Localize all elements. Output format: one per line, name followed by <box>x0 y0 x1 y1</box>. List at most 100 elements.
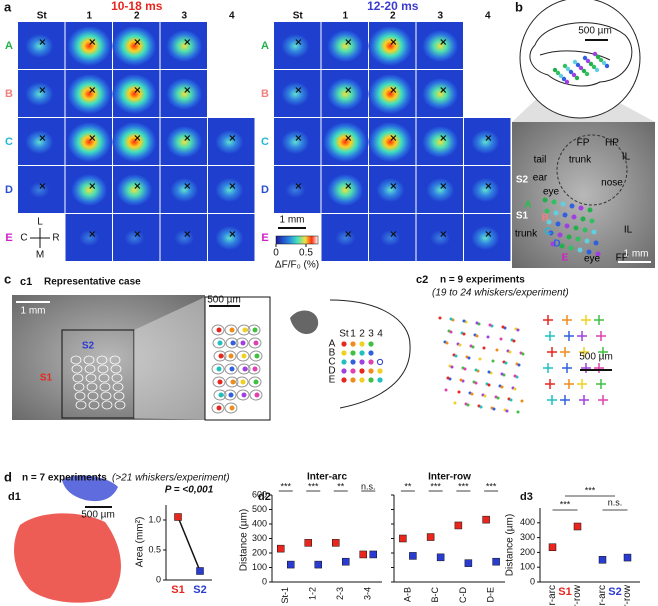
barrel-center <box>230 379 236 385</box>
barrel-dot <box>586 249 592 255</box>
barrel-outline <box>96 355 108 365</box>
projection-dot <box>449 330 453 334</box>
brain-outline <box>529 22 633 87</box>
response-spot <box>174 230 195 246</box>
projection-dot <box>496 396 500 400</box>
y-tick-label: 0 <box>156 574 161 584</box>
whisker-dot <box>350 359 356 365</box>
legend-label: S2 <box>608 586 621 598</box>
x-tick-label: St-1 <box>280 587 290 604</box>
colorbar-tick-label: 0.5 <box>299 248 313 259</box>
barrel-outline <box>97 364 109 374</box>
projection-dot <box>457 390 461 394</box>
response-spot <box>281 82 310 106</box>
panel-label: c <box>4 271 11 286</box>
area-label: S2 <box>516 175 529 186</box>
x-tick-label: Inter-row <box>572 584 583 606</box>
response-spot <box>471 178 500 202</box>
projection-dot <box>453 401 457 405</box>
whisker-dot <box>359 359 365 365</box>
y-tick-label: 400 <box>520 517 535 527</box>
projection-dot <box>520 399 524 403</box>
projection-dot <box>505 409 509 413</box>
response-spot <box>29 182 50 198</box>
row-label: C <box>261 136 269 148</box>
projection-dot <box>459 378 463 382</box>
y-tick-label: 400 <box>252 518 267 528</box>
cross <box>345 87 352 93</box>
response-spot <box>166 30 203 62</box>
barrel-dot <box>573 225 579 231</box>
barrel-dot <box>578 205 584 211</box>
barrel-outline <box>247 324 261 336</box>
barrel-outline <box>109 355 121 365</box>
barrel-center <box>241 353 247 359</box>
projection-dot <box>508 350 512 354</box>
cross <box>440 135 447 141</box>
projection-dot <box>463 367 467 371</box>
arc-label: 2 <box>359 329 365 340</box>
barrel-outline <box>114 400 126 410</box>
cross <box>184 39 191 45</box>
x-tick-label: B-C <box>430 587 440 603</box>
mean-marker <box>482 515 490 524</box>
cross <box>390 39 397 45</box>
barrel-dot <box>591 229 597 235</box>
x-tick-label: C-D <box>458 587 468 603</box>
barrel-outline <box>86 382 98 392</box>
cross <box>134 39 141 45</box>
y-tick-label: 100 <box>252 562 267 572</box>
barrel-dot <box>569 203 575 209</box>
column-label: 4 <box>485 11 491 22</box>
significance-label: *** <box>585 485 596 495</box>
barrel-outline <box>225 337 239 349</box>
response-spot <box>67 74 112 114</box>
barrel-outline <box>113 391 125 401</box>
scale-label: 500 µm <box>579 352 613 363</box>
connector <box>177 516 201 572</box>
cross <box>39 135 46 141</box>
cross <box>485 135 492 141</box>
barrel-outline <box>74 391 86 401</box>
barrel-outline <box>249 350 263 362</box>
barrel-dot <box>546 219 552 225</box>
barrel-dot <box>571 72 577 78</box>
whisker-dot <box>341 350 347 356</box>
whisker-dot <box>359 377 365 383</box>
barrel-outline <box>329 299 411 409</box>
projection-dot <box>475 334 479 338</box>
cross <box>295 183 302 189</box>
cross <box>184 87 191 93</box>
barrel-dot <box>589 218 595 224</box>
barrel-dot <box>550 241 556 247</box>
cross <box>184 135 191 141</box>
x-tick-label: Inter-arc <box>597 585 608 606</box>
projection-dot <box>495 348 499 352</box>
barrel-dot <box>574 75 580 81</box>
row-label: E <box>329 375 336 386</box>
cross <box>440 183 447 189</box>
barrel-center <box>229 405 235 411</box>
whisker-dot <box>368 350 374 356</box>
barrel-outline <box>71 364 83 374</box>
projection-dot <box>492 407 496 411</box>
significance-label: n.s. <box>608 497 623 507</box>
response-spot <box>215 130 244 154</box>
barrel-outline <box>224 324 238 336</box>
barrel-dot <box>553 210 559 216</box>
barrel-dot <box>578 65 584 71</box>
arc-label: St <box>339 329 349 340</box>
colorbar <box>275 235 319 245</box>
response-spot <box>323 122 368 162</box>
cross <box>39 183 46 189</box>
response-spot <box>335 230 356 246</box>
projection-dot <box>509 398 513 402</box>
cross <box>440 87 447 93</box>
cross <box>39 39 46 45</box>
area-label: HP <box>605 138 619 149</box>
significance-label: ** <box>404 481 412 491</box>
projection-dot <box>462 319 466 323</box>
projection-dot <box>445 341 449 345</box>
y-tick-label: 500 <box>252 504 267 514</box>
barrel-dot <box>582 227 588 233</box>
